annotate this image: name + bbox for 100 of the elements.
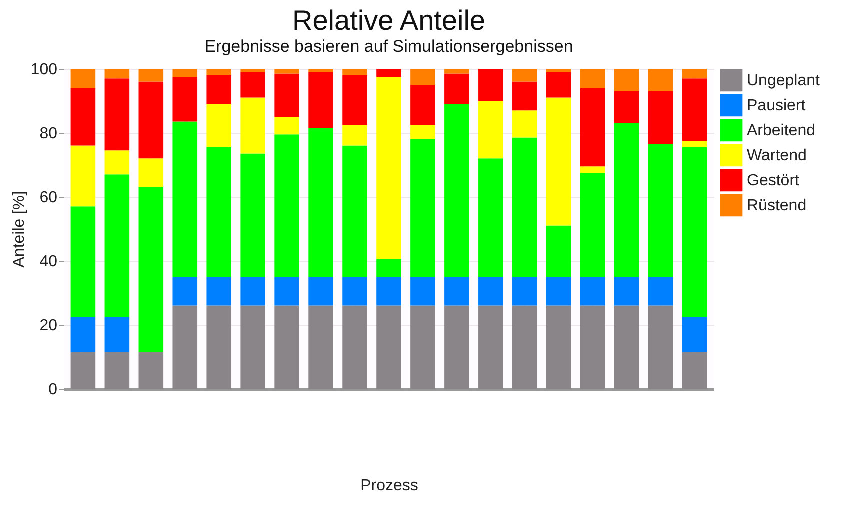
bar [410,85,436,125]
bar [614,69,640,92]
bar [240,277,266,306]
bar [70,317,96,352]
bar [206,306,232,389]
y-tick-label: 40 [40,254,58,270]
bar [342,69,368,76]
bar [70,69,96,88]
bar [172,306,198,389]
bar [240,72,266,98]
bar [410,306,436,389]
bar [104,78,130,151]
bar [240,98,266,154]
bar [172,122,198,277]
bar [546,72,572,98]
bar [682,147,708,317]
bar [410,139,436,277]
bar [512,69,538,82]
legend-label: Arbeitend [747,122,816,140]
bar [138,69,164,82]
bar [342,75,368,125]
bar [376,69,402,77]
bar [172,69,198,77]
bar [546,277,572,306]
bar [614,123,640,277]
bar [104,150,130,175]
bar [138,187,164,352]
bar [580,166,606,173]
bar [308,306,334,389]
bar [682,69,708,79]
bar [648,69,674,92]
bar [444,277,470,306]
bar [138,158,164,188]
chart-title: Relative Anteile [292,5,486,36]
bar [274,74,300,117]
bar [308,277,334,306]
bar [682,317,708,352]
bar [648,306,674,389]
bar [546,226,572,277]
bar [444,104,470,277]
bar [138,82,164,159]
bar [580,173,606,277]
bar [580,306,606,389]
bar [376,277,402,306]
bar [240,154,266,277]
bar [104,317,130,352]
bar [648,91,674,144]
bar [70,146,96,207]
bar [206,147,232,277]
bar [614,91,640,124]
bar [512,306,538,389]
bar [376,77,402,260]
bar [206,75,232,104]
bar [104,352,130,389]
bar [274,277,300,306]
bar [274,306,300,389]
bar [342,306,368,389]
y-tick-label: 20 [40,318,58,334]
y-tick-label: 60 [40,190,58,206]
bar [206,277,232,306]
legend-label: Gestört [747,172,800,190]
bar [70,88,96,146]
bar [444,74,470,104]
bar [478,101,504,159]
bar [614,277,640,306]
bar [206,104,232,148]
bar [138,352,164,389]
bar [308,72,334,128]
bar [682,141,708,148]
bar [172,77,198,122]
bar [410,69,436,85]
bar [648,144,674,277]
bar [512,110,538,138]
bar [478,306,504,389]
x-axis-title: Prozess [360,478,418,494]
bar [444,306,470,389]
legend-label: Rüstend [747,198,807,214]
bar [274,117,300,135]
bar [274,69,300,74]
legend-label: Pausiert [747,98,806,114]
bar [376,306,402,389]
bar [172,277,198,306]
bar [580,69,606,88]
bar [512,277,538,306]
bar [546,306,572,389]
bar [580,88,606,167]
bar [444,69,470,74]
bar [104,174,130,317]
bar [274,134,300,277]
bar [70,206,96,317]
bar [614,306,640,389]
bar [240,306,266,389]
y-axis-title: Anteile [%] [10,191,28,268]
bar [546,98,572,226]
bar [682,78,708,141]
bar [410,277,436,306]
bar [580,277,606,306]
legend-label: Wartend [747,148,807,164]
bar [342,125,368,146]
bar [342,277,368,306]
